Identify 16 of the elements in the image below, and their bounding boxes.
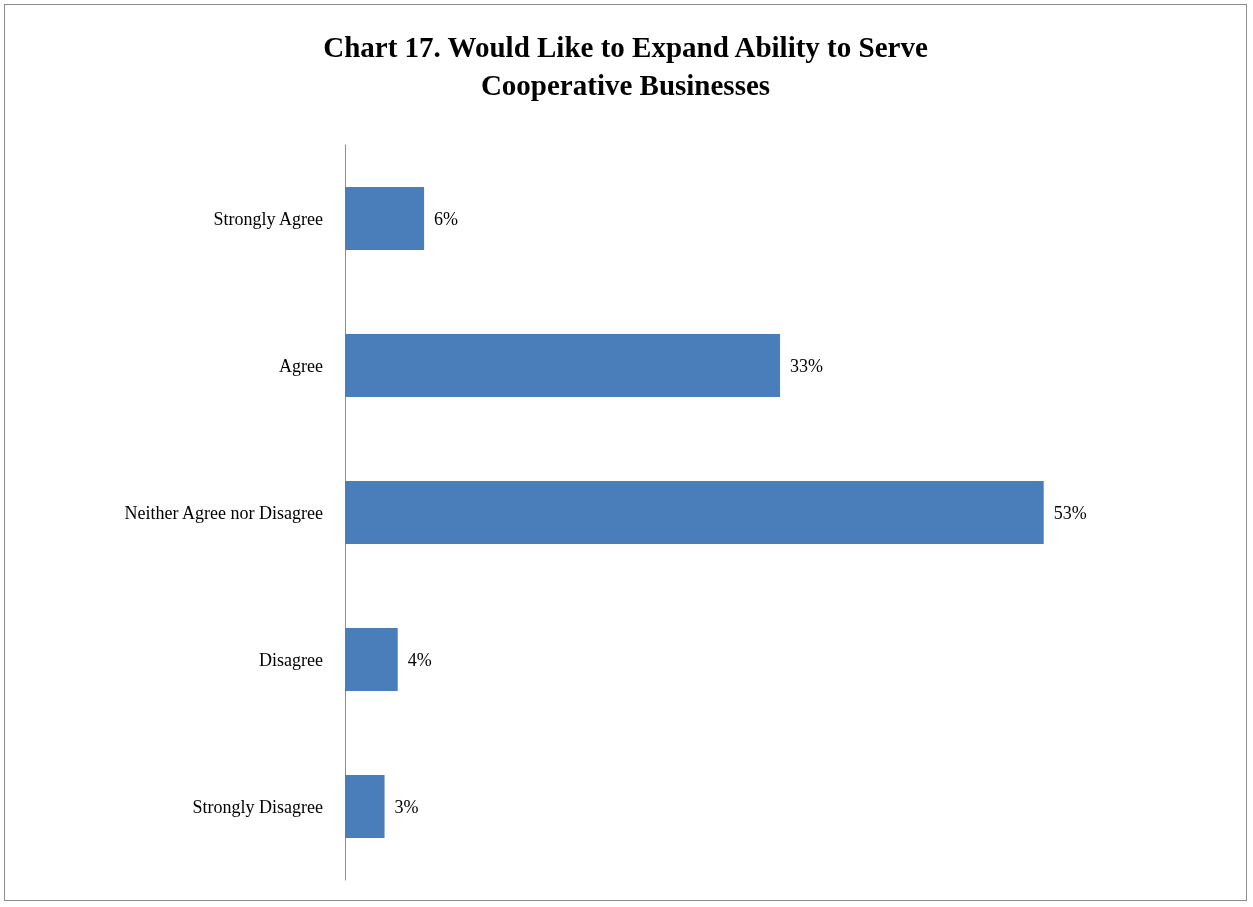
bar xyxy=(345,480,1044,545)
data-label: 4% xyxy=(407,649,432,670)
y-tick-label: Disagree xyxy=(259,649,324,670)
data-label: 53% xyxy=(1053,502,1087,523)
bar xyxy=(345,774,385,839)
y-tick-label: Strongly Agree xyxy=(213,208,323,229)
y-tick-label: Neither Agree nor Disagree xyxy=(124,502,323,523)
data-label: 6% xyxy=(434,208,459,229)
data-label: 33% xyxy=(790,355,824,376)
bar xyxy=(345,627,398,692)
chart-title: Chart 17. Would Like to Expand Ability to Serve Cooperative Businesses xyxy=(323,31,928,101)
bar xyxy=(345,333,781,398)
bar xyxy=(345,186,425,251)
data-label: 3% xyxy=(394,796,419,817)
y-tick-label: Agree xyxy=(279,355,323,376)
y-tick-label: Strongly Disagree xyxy=(192,796,323,817)
